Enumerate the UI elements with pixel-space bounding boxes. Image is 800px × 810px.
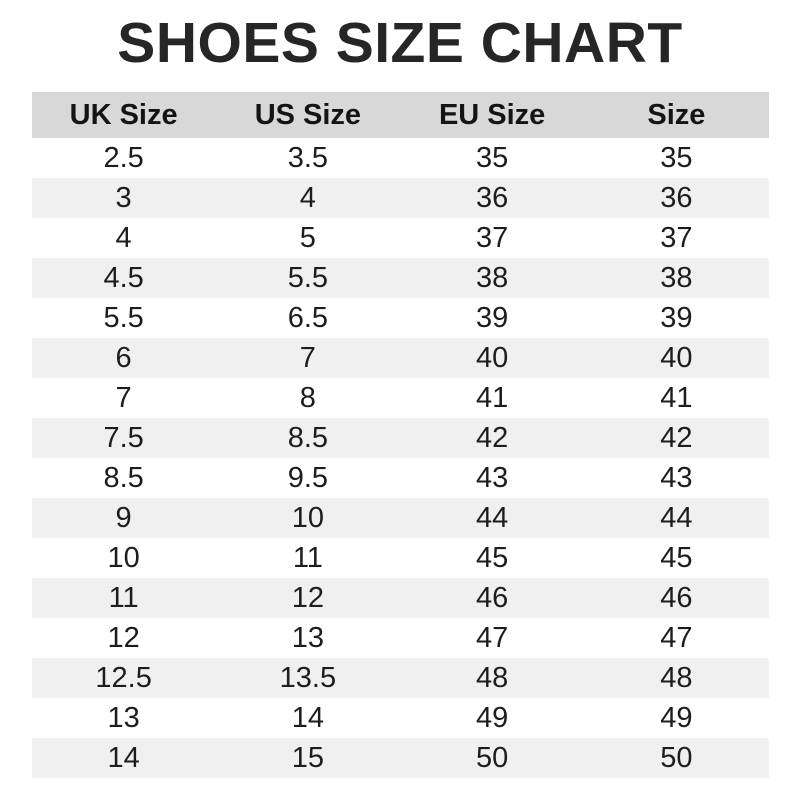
- table-cell: 3: [115, 182, 132, 215]
- table-cell: 37: [475, 222, 509, 255]
- table-row: 11 12 46 46: [31, 578, 769, 619]
- table-cell: 48: [660, 662, 693, 695]
- table-cell: 8: [299, 382, 316, 415]
- table-cell: 35: [475, 142, 509, 175]
- table-cell: 4.5: [103, 262, 144, 295]
- table-cell: 13: [291, 622, 324, 655]
- table-cell: 4: [299, 182, 316, 215]
- table-cell: 11: [108, 582, 139, 615]
- table-cell: 15: [291, 742, 324, 775]
- table-cell: 40: [660, 342, 693, 375]
- table-cell: 6: [115, 342, 132, 375]
- table-cell: 7: [299, 342, 316, 375]
- table-cell: 14: [291, 702, 324, 735]
- column-header-eu-size: EU Size: [400, 92, 585, 139]
- table-cell: 2.5: [103, 142, 144, 175]
- table-cell: 14: [107, 742, 140, 775]
- table-row: 9 10 44 44: [31, 498, 769, 539]
- table-cell: 9: [115, 502, 132, 535]
- table-cell: 49: [475, 702, 509, 735]
- table-cell: 49: [660, 702, 693, 735]
- table-cell: 10: [291, 502, 324, 535]
- table-cell: 38: [660, 262, 693, 295]
- table-cell: 7: [115, 382, 132, 415]
- table-cell: 39: [660, 302, 693, 335]
- table-cell: 44: [475, 502, 509, 535]
- table-cell: 7.5: [103, 422, 144, 455]
- table-cell: 3.5: [287, 142, 329, 175]
- table-row: 8.5 9.5 43 43: [32, 458, 769, 498]
- table-cell: 5.5: [103, 302, 144, 335]
- table-cell: 41: [660, 382, 693, 415]
- table-row: 7 8 41 41: [32, 378, 769, 418]
- page-title: SHOES SIZE CHART: [117, 11, 683, 75]
- table-cell: 10: [107, 542, 140, 575]
- table-row: 5.5 6.5 39 39: [32, 298, 769, 338]
- size-chart-table: UK Size US Size EU Size Size 2.5 3.5 35 35 3…: [31, 92, 769, 779]
- table-cell: 4: [115, 222, 132, 255]
- table-cell: 47: [475, 622, 509, 655]
- table-row: 10 11 45 45: [32, 538, 769, 578]
- table-cell: 6.5: [287, 302, 329, 335]
- table-cell: 43: [660, 462, 693, 495]
- table-header-row: UK Size US Size EU Size Size: [31, 92, 769, 139]
- table-cell: 11: [292, 542, 323, 575]
- table-cell: 36: [660, 182, 693, 215]
- table-cell: 44: [660, 502, 693, 535]
- table-cell: 46: [475, 582, 509, 615]
- table-header: UK Size US Size EU Size Size: [31, 92, 769, 139]
- table-cell: 50: [475, 742, 509, 775]
- table-cell: 41: [475, 382, 509, 415]
- table-cell: 39: [475, 302, 509, 335]
- table-cell: 13: [107, 702, 140, 735]
- table-cell: 42: [660, 422, 693, 455]
- table-cell: 40: [475, 342, 509, 375]
- table-cell: 5: [299, 222, 316, 255]
- table-row: 2.5 3.5 35 35: [32, 138, 769, 178]
- table-row: 12.5 13.5 48 48: [31, 658, 769, 699]
- table-cell: 47: [660, 622, 693, 655]
- column-header-size: Size: [584, 92, 769, 139]
- table-cell: 8.5: [287, 422, 329, 455]
- page: SHOES SIZE CHART UK Size US Size EU Size…: [0, 10, 800, 779]
- table-cell: 43: [475, 462, 509, 495]
- table-cell: 13.5: [279, 662, 337, 695]
- table-body: 2.5 3.5 35 35 3 4 36 36 4 5 37 37 4.5 5.5 38 38 5.5 6.5 39…: [31, 138, 769, 779]
- table-row: 7.5 8.5 42 42: [31, 418, 769, 459]
- table-cell: 42: [475, 422, 509, 455]
- table-row: 4 5 37 37: [32, 218, 769, 258]
- table-cell: 45: [475, 542, 509, 575]
- table-cell: 37: [660, 222, 693, 255]
- table-row: 13 14 49 49: [32, 698, 769, 738]
- table-row: 3 4 36 36: [31, 178, 769, 219]
- table-cell: 9.5: [287, 462, 329, 495]
- table-row: 4.5 5.5 38 38: [31, 258, 769, 299]
- table-cell: 5.5: [287, 262, 329, 295]
- table-cell: 45: [660, 542, 693, 575]
- table-row: 6 7 40 40: [31, 338, 769, 379]
- table-cell: 12: [291, 582, 324, 615]
- table-row: 12 13 47 47: [32, 618, 769, 658]
- table-cell: 48: [475, 662, 509, 695]
- table-cell: 35: [660, 142, 693, 175]
- table-cell: 36: [475, 182, 509, 215]
- column-header-uk-size: UK Size: [31, 92, 216, 139]
- table-cell: 50: [660, 742, 693, 775]
- table-cell: 8.5: [103, 462, 144, 495]
- table-cell: 12.5: [95, 662, 152, 695]
- table-cell: 46: [660, 582, 693, 615]
- table-cell: 12: [107, 622, 140, 655]
- column-header-us-size: US Size: [215, 92, 400, 139]
- table-row: 14 15 50 50: [31, 738, 769, 779]
- table-cell: 38: [475, 262, 509, 295]
